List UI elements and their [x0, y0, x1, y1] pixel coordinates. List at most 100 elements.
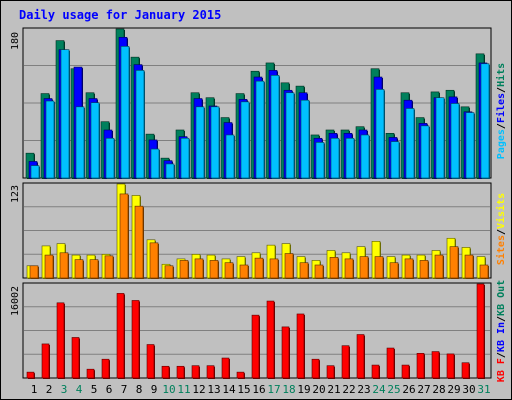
sites-bar: [254, 257, 264, 279]
day-label: 15: [237, 383, 250, 396]
pages-bar: [360, 134, 370, 179]
top-legend-entry: /: [496, 123, 507, 129]
sites-bar: [419, 260, 429, 279]
kbytes-bar: [371, 364, 380, 379]
kbytes-bar: [176, 365, 185, 379]
top-ymax-label: 180: [10, 32, 21, 50]
sites-bar: [434, 254, 444, 279]
day-label: 14: [222, 383, 236, 396]
kbytes-bar: [56, 302, 65, 379]
sites-bar: [239, 264, 249, 279]
kbytes-bar: [326, 365, 335, 379]
kbytes-bar: [191, 365, 200, 379]
pages-bar: [90, 102, 100, 179]
sites-bar: [449, 246, 459, 279]
pages-bar: [480, 63, 490, 179]
top-legend-entry: Files: [495, 93, 507, 123]
bottom-legend-entry: /: [496, 316, 507, 322]
day-label: 6: [106, 383, 113, 396]
day-label: 9: [151, 383, 158, 396]
pages-bar: [240, 101, 250, 179]
day-label: 2: [46, 383, 53, 396]
chart-title: Daily usage for January 2015: [19, 8, 222, 22]
pages-bar: [210, 106, 220, 179]
pages-bar: [330, 137, 340, 179]
kbytes-bar: [341, 345, 350, 379]
sites-bar: [269, 258, 279, 279]
top-legend-entry: Hits: [495, 63, 507, 87]
pages-bar: [120, 46, 130, 179]
kbytes-bar: [281, 326, 290, 379]
pages-bar: [390, 141, 400, 179]
pages-bar: [345, 137, 355, 179]
pages-bar: [30, 165, 40, 179]
day-label: 20: [312, 383, 325, 396]
day-label: 12: [192, 383, 205, 396]
sites-bar: [44, 254, 54, 279]
day-label: 16: [252, 383, 265, 396]
kbytes-bar: [71, 337, 80, 379]
kbytes-bar: [311, 358, 320, 379]
pages-bar: [135, 70, 145, 179]
sites-bar: [299, 262, 309, 279]
sites-bar: [89, 259, 99, 279]
kbytes-bar: [86, 368, 95, 379]
sites-bar: [29, 265, 39, 279]
kbytes-bar: [446, 353, 455, 379]
pages-bar: [105, 137, 115, 179]
kbytes-bar: [401, 364, 410, 379]
pages-bar: [270, 75, 280, 179]
pages-bar: [45, 100, 55, 179]
bottom-legend-entry: KB F: [496, 358, 507, 382]
sites-bar: [149, 242, 159, 279]
kbytes-bar: [161, 365, 170, 379]
top-legend-entry: Pages: [496, 129, 507, 159]
sites-bar: [74, 259, 84, 279]
pages-bar: [180, 137, 190, 179]
pages-bar: [195, 106, 205, 179]
sites-bar: [224, 262, 234, 279]
kbytes-bar: [206, 365, 215, 379]
kbytes-bar: [221, 357, 230, 379]
day-label: 21: [327, 383, 340, 396]
day-label: 10: [162, 383, 175, 396]
day-label: 28: [432, 383, 445, 396]
day-label: 5: [91, 383, 98, 396]
sites-bar: [104, 255, 114, 279]
day-label: 22: [342, 383, 355, 396]
kbytes-bar: [431, 351, 440, 379]
pages-bar: [300, 99, 310, 179]
middle-legend-entry: /: [496, 229, 507, 235]
sites-bar: [314, 264, 324, 279]
sites-bar: [404, 258, 414, 279]
pages-bar: [465, 112, 475, 179]
day-label: 11: [177, 383, 190, 396]
bottom-legend: KB F/KB In/KB Out: [496, 280, 507, 382]
kbytes-bar: [101, 358, 110, 379]
kbytes-bar: [146, 344, 155, 379]
sites-bar: [179, 260, 189, 279]
day-label: 23: [357, 383, 370, 396]
pages-bar: [405, 108, 415, 179]
day-label: 27: [417, 383, 430, 396]
kbytes-bar: [116, 293, 125, 379]
day-label: 19: [297, 383, 310, 396]
day-label: 18: [282, 383, 295, 396]
pages-bar: [150, 148, 160, 179]
kbytes-bar: [356, 334, 365, 379]
kbytes-bar: [416, 353, 425, 379]
sites-bar: [329, 257, 339, 279]
kbytes-bar: [251, 314, 260, 379]
day-label: 3: [61, 383, 68, 396]
pages-bar: [450, 103, 460, 179]
sites-bar: [464, 254, 474, 279]
sites-bar: [284, 253, 294, 279]
sites-bar: [134, 205, 144, 279]
bottom-legend-entry: KB Out: [496, 280, 507, 316]
middle-legend-entry: Sites: [495, 235, 507, 265]
sites-bar: [479, 264, 489, 279]
sites-bar: [194, 258, 204, 279]
day-label: 30: [462, 383, 475, 396]
bottom-legend-entry: /: [496, 352, 507, 358]
